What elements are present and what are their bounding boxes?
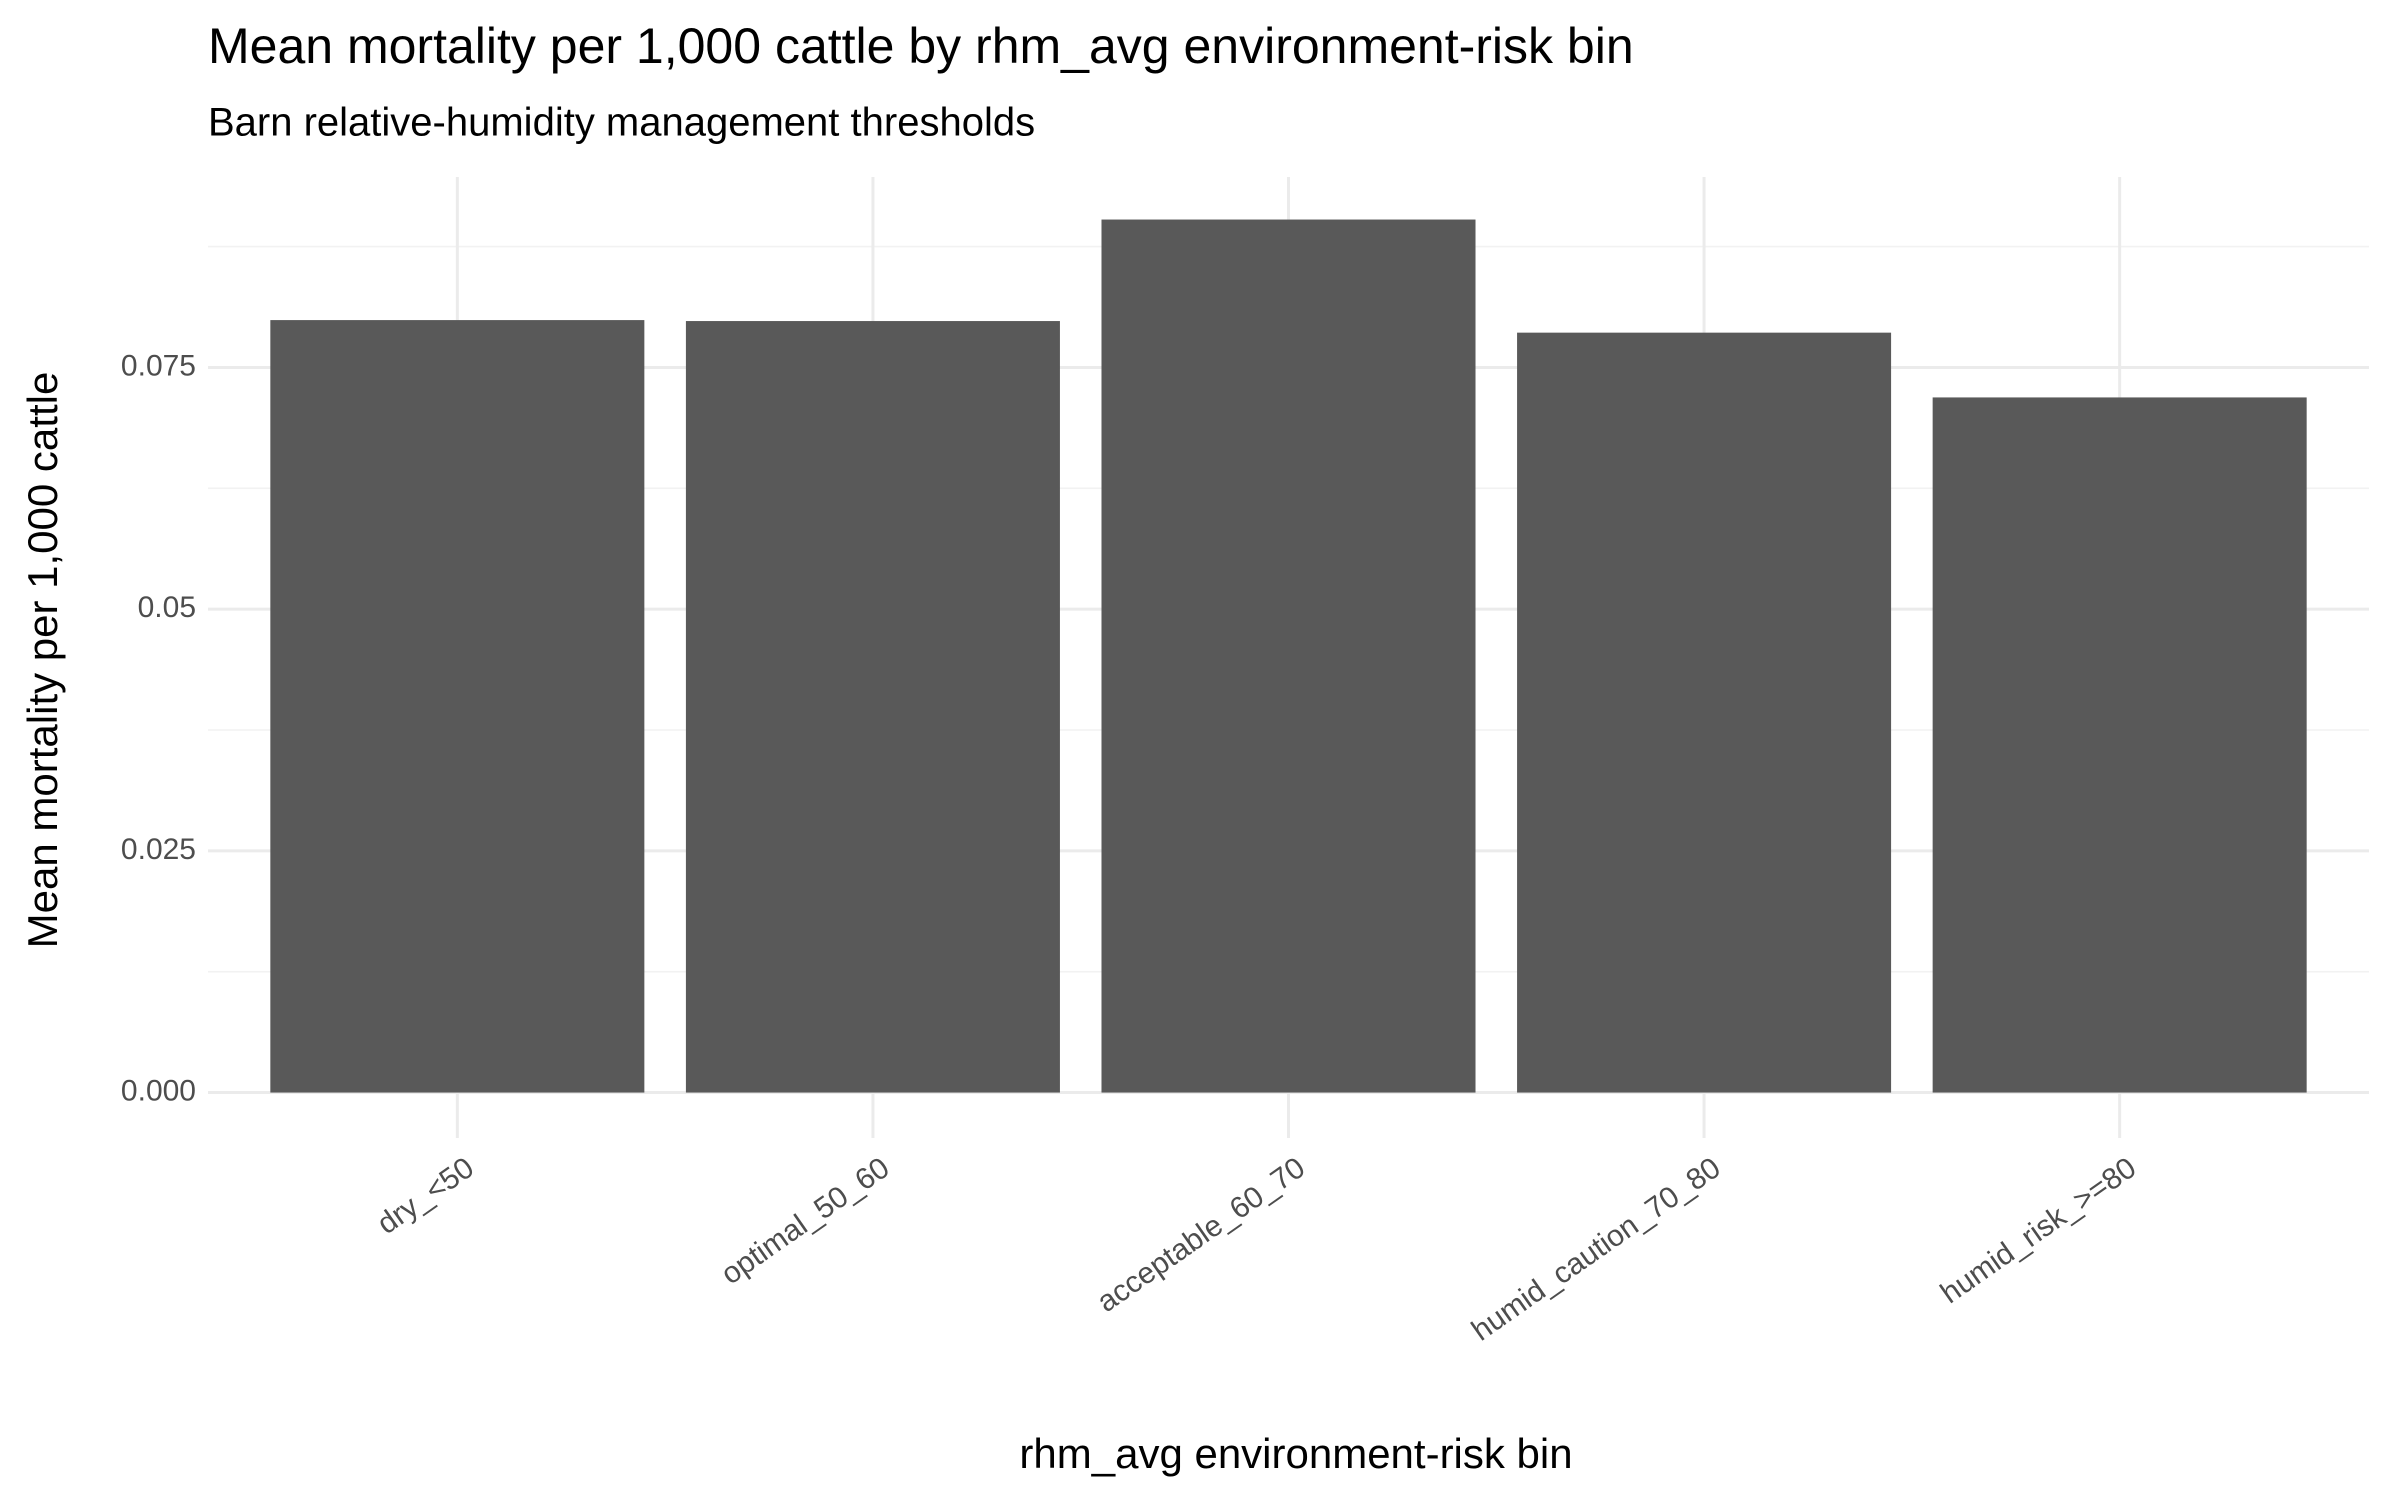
x-tick-label: dry_<50 [371, 1151, 479, 1241]
y-tick-label: 0.05 [138, 591, 196, 624]
bar [270, 320, 645, 1093]
y-tick-label: 0.075 [121, 349, 196, 382]
x-tick-label: humid_caution_70_80 [1466, 1151, 1727, 1347]
x-axis-title: rhm_avg environment-risk bin [1019, 1430, 1572, 1477]
y-tick-label: 0.025 [121, 833, 196, 866]
bar [1932, 397, 2307, 1093]
x-tick-label: optimal_50_60 [715, 1151, 895, 1291]
bar [1101, 219, 1476, 1093]
y-tick-label: 0.000 [121, 1074, 196, 1107]
y-axis-title: Mean mortality per 1,000 cattle [19, 372, 66, 949]
chart-title: Mean mortality per 1,000 cattle by rhm_a… [208, 18, 1634, 74]
x-tick-label: acceptable_60_70 [1091, 1151, 1311, 1319]
bar [1517, 332, 1892, 1093]
x-tick-label: humid_risk_>=80 [1935, 1151, 2142, 1310]
chart-subtitle: Barn relative-humidity management thresh… [208, 101, 1035, 145]
bar [685, 321, 1060, 1093]
